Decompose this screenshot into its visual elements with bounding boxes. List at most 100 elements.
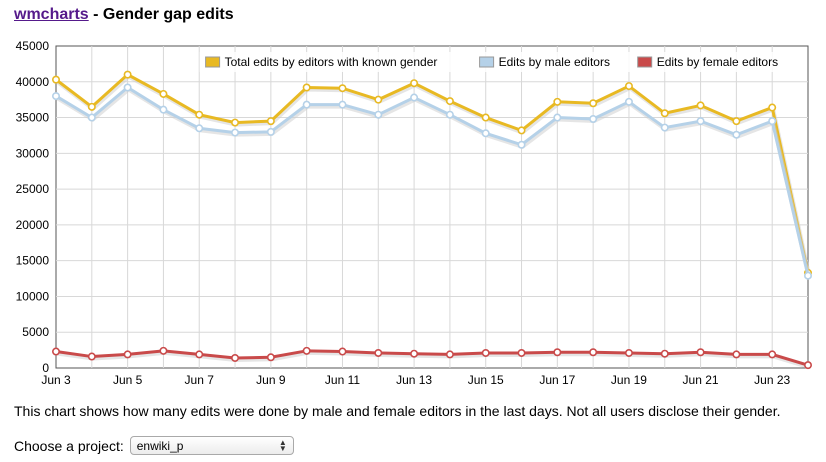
data-point xyxy=(732,130,741,139)
data-point xyxy=(660,349,669,358)
y-tick-label: 0 xyxy=(42,361,49,375)
legend-background xyxy=(199,52,805,72)
data-point xyxy=(338,84,347,93)
data-point xyxy=(768,117,777,126)
x-tick-label: Jun 7 xyxy=(185,373,215,387)
legend-swatch xyxy=(205,56,221,68)
y-tick-label: 5000 xyxy=(22,325,49,339)
y-tick-label: 10000 xyxy=(16,289,50,303)
y-tick-label: 25000 xyxy=(16,182,50,196)
data-point xyxy=(87,352,96,361)
data-point xyxy=(410,349,419,358)
legend-label: Total edits by editors with known gender xyxy=(225,55,438,69)
data-point xyxy=(589,114,598,123)
data-point xyxy=(231,128,240,137)
data-point xyxy=(589,348,598,357)
y-tick-label: 20000 xyxy=(16,218,50,232)
data-point xyxy=(589,99,598,108)
data-point xyxy=(195,110,204,119)
project-select[interactable]: enwiki_p ▲ ▼ xyxy=(129,436,294,455)
series-2 xyxy=(51,346,812,370)
plot-area-frame xyxy=(55,45,809,369)
gender-gap-line-chart: 0 5000 10000 15000 20000 25000 30000 35000 40000… xyxy=(16,39,812,387)
project-label: Choose a project: xyxy=(14,437,124,454)
data-point xyxy=(195,124,204,133)
data-point xyxy=(481,129,490,138)
data-point xyxy=(553,97,562,106)
x-tick-label: Jun 11 xyxy=(325,373,360,387)
data-point xyxy=(732,350,741,359)
data-point xyxy=(768,103,777,112)
legend: Total edits by editors with known gender… xyxy=(199,52,805,72)
series-line xyxy=(55,72,810,274)
data-point xyxy=(553,348,562,357)
data-point xyxy=(696,101,705,110)
x-tick-label: Jun 19 xyxy=(611,373,647,387)
data-point xyxy=(302,346,311,355)
y-tick-label: 45000 xyxy=(16,39,50,53)
data-point xyxy=(660,109,669,118)
wmcharts-link[interactable]: wmcharts xyxy=(14,6,89,23)
series-lines xyxy=(51,70,812,370)
data-point xyxy=(338,100,347,109)
data-point xyxy=(445,110,454,119)
x-tick-label: Jun 13 xyxy=(396,373,432,387)
x-axis-tick-labels: Jun 3 Jun 5 Jun 7 Jun 9 Jun 11 Jun 13 Jun 15 Ju… xyxy=(41,373,790,387)
data-point xyxy=(159,89,168,98)
page-title: wmcharts - Gender gap edits xyxy=(14,6,234,24)
series-1 xyxy=(51,83,812,280)
x-tick-label: Jun 21 xyxy=(683,373,719,387)
series-line xyxy=(55,349,809,367)
data-point xyxy=(410,93,419,102)
data-point xyxy=(123,350,132,359)
data-point xyxy=(231,353,240,362)
y-axis-tick-labels: 0 5000 10000 15000 20000 25000 30000 35000 40000… xyxy=(16,39,50,375)
project-selected-value: enwiki_p xyxy=(136,438,184,453)
y-tick-label: 40000 xyxy=(16,75,50,89)
data-point xyxy=(231,118,240,127)
legend-label: Edits by female editors xyxy=(657,55,778,69)
data-point xyxy=(302,100,311,109)
data-point xyxy=(660,123,669,132)
x-tick-label: Jun 17 xyxy=(539,373,575,387)
data-point xyxy=(481,113,490,122)
x-tick-label: Jun 9 xyxy=(256,373,286,387)
data-point xyxy=(374,95,383,104)
x-tick-label: Jun 23 xyxy=(754,373,790,387)
data-point xyxy=(266,127,275,136)
legend-label: Edits by male editors xyxy=(499,55,610,69)
x-tick-label: Jun 15 xyxy=(468,373,504,387)
data-point xyxy=(445,350,454,359)
project-chooser: Choose a project: enwiki_p ▲ ▼ xyxy=(14,436,294,455)
data-point xyxy=(123,83,132,92)
data-point xyxy=(195,350,204,359)
data-point xyxy=(51,92,60,101)
legend-swatch xyxy=(637,56,653,68)
data-point xyxy=(803,271,812,280)
data-point xyxy=(87,102,96,111)
chart-description: This chart shows how many edits were don… xyxy=(14,403,781,419)
y-tick-label: 15000 xyxy=(16,254,50,268)
data-point xyxy=(517,140,526,149)
data-point xyxy=(374,110,383,119)
series-0 xyxy=(51,70,812,277)
data-point xyxy=(266,117,275,126)
y-tick-label: 35000 xyxy=(16,111,50,125)
series-line-shadow xyxy=(56,350,810,370)
data-point xyxy=(266,353,275,362)
data-point xyxy=(302,83,311,92)
series-line xyxy=(55,85,810,277)
data-point xyxy=(445,97,454,106)
data-point xyxy=(732,117,741,126)
data-point xyxy=(338,347,347,356)
data-point xyxy=(410,79,419,88)
data-point xyxy=(696,348,705,357)
data-point xyxy=(624,97,633,106)
data-point xyxy=(374,348,383,357)
page-title-text: - Gender gap edits xyxy=(88,6,234,23)
data-point xyxy=(624,348,633,357)
data-point xyxy=(87,113,96,122)
data-point xyxy=(51,75,60,84)
data-point xyxy=(517,348,526,357)
data-point xyxy=(481,348,490,357)
